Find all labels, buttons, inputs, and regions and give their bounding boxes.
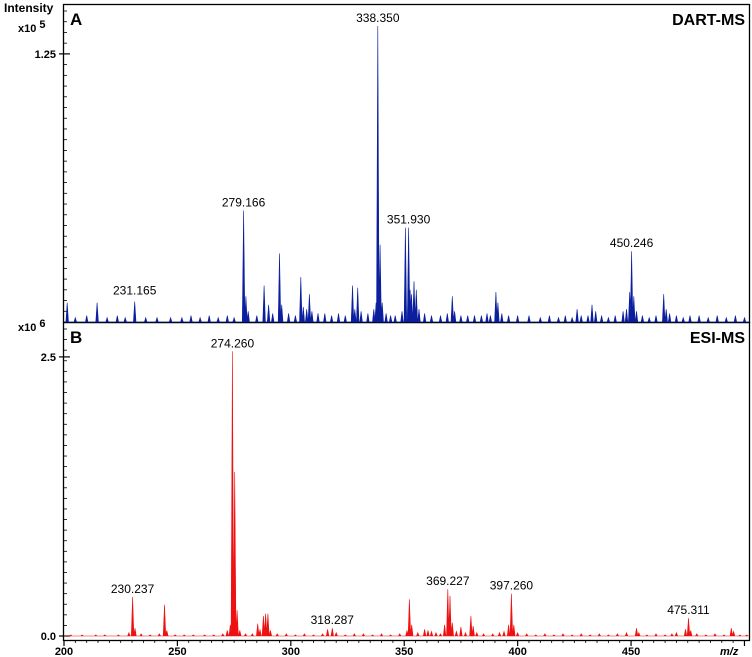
esi-ms-spectrum-trace bbox=[64, 351, 749, 637]
dart-ms-spectrum-trace bbox=[64, 25, 749, 323]
x-tick-label: 250 bbox=[168, 646, 186, 657]
y-tick-label: 1.25 bbox=[35, 49, 56, 61]
x-tick-label: 200 bbox=[55, 646, 73, 657]
peak-label: 279.166 bbox=[222, 195, 266, 209]
peak-label: 274.260 bbox=[211, 336, 255, 350]
peak-label: 369.227 bbox=[426, 574, 470, 588]
y-tick-label: 0.0 bbox=[41, 631, 56, 643]
panel-a-letter: A bbox=[70, 10, 82, 29]
peak-label: 318.287 bbox=[311, 613, 355, 627]
panel-a-y-scale: x10 5 bbox=[18, 19, 45, 35]
x-tick-label: 300 bbox=[282, 646, 300, 657]
peak-label: 475.311 bbox=[667, 603, 710, 617]
panel-b: x10 6 B ESI-MS 0.0 2.5 230.237 274.260 318.2… bbox=[18, 318, 749, 657]
peak-label: 230.237 bbox=[111, 582, 155, 596]
peak-label: 231.165 bbox=[113, 283, 157, 297]
x-axis-label: m/z bbox=[720, 646, 739, 657]
panel-b-y-scale: x10 6 bbox=[18, 318, 45, 334]
panel-a-peak-labels: 231.165 279.166 338.350 351.930 450.246 bbox=[113, 11, 654, 297]
peak-label: 338.350 bbox=[356, 11, 400, 25]
x-tick-label: 400 bbox=[508, 646, 526, 657]
panel-b-frame bbox=[62, 321, 751, 642]
peak-label: 450.246 bbox=[610, 236, 654, 250]
x-tick-label: 350 bbox=[395, 646, 413, 657]
peak-label: 351.930 bbox=[387, 213, 431, 227]
panel-b-title: ESI-MS bbox=[690, 330, 745, 347]
peak-label: 397.260 bbox=[490, 579, 534, 593]
x-axis-ticks: 200 250 300 350 400 450 bbox=[55, 640, 746, 657]
x-tick-label: 450 bbox=[622, 646, 640, 657]
panel-b-letter: B bbox=[70, 328, 82, 347]
panel-a-frame bbox=[62, 3, 751, 324]
panel-a: Intensity x10 5 A DART-MS 1.25 231.165 279… bbox=[4, 1, 749, 323]
panel-a-y-ticks: 1.25 bbox=[35, 10, 70, 323]
panel-a-title: DART-MS bbox=[672, 12, 745, 29]
panel-b-y-ticks: 0.0 2.5 bbox=[41, 328, 70, 643]
y-tick-label: 2.5 bbox=[41, 352, 56, 364]
panel-b-peak-labels: 230.237 274.260 318.287 369.227 397.260 475.3… bbox=[111, 336, 710, 627]
y-axis-label: Intensity bbox=[4, 1, 54, 15]
